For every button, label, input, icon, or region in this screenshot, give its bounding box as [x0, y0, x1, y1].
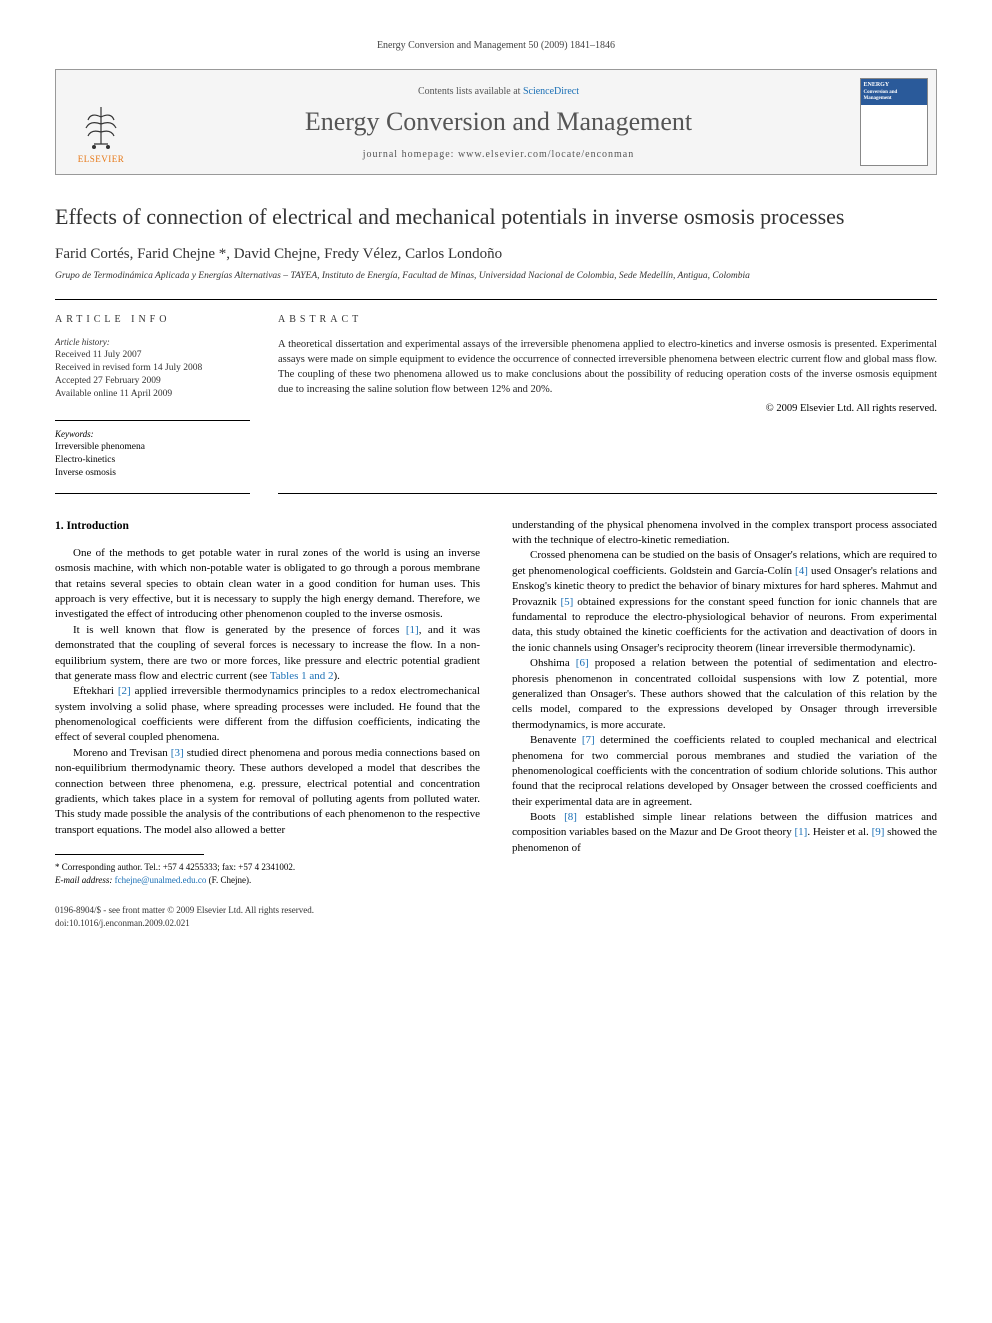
- footnote-rule: [55, 854, 204, 855]
- history-item: Accepted 27 February 2009: [55, 375, 250, 388]
- keyword: Inverse osmosis: [55, 467, 250, 480]
- text-run: Moreno and Trevisan: [73, 747, 171, 759]
- body-para: Benavente [7] determined the coefficient…: [512, 733, 937, 810]
- body-para: Moreno and Trevisan [3] studied direct p…: [55, 746, 480, 838]
- article-info-block: ARTICLE INFO Article history: Received 1…: [55, 314, 250, 494]
- text-run: . Heister et al.: [807, 826, 871, 838]
- cover-thumb-block: ENERGY Conversion and Management: [851, 70, 936, 174]
- history-item: Received 11 July 2007: [55, 349, 250, 362]
- intro-title: 1. Introduction: [55, 518, 480, 534]
- body-para: Ohshima [6] proposed a relation between …: [512, 656, 937, 733]
- body-para: Eftekhari [2] applied irreversible therm…: [55, 684, 480, 746]
- body-para: One of the methods to get potable water …: [55, 546, 480, 623]
- journal-homepage: journal homepage: www.elsevier.com/locat…: [156, 149, 841, 160]
- cover-title: ENERGY Conversion and Management: [861, 79, 927, 105]
- ref-link[interactable]: [5]: [561, 596, 574, 608]
- ref-link[interactable]: [6]: [576, 657, 589, 669]
- contents-prefix: Contents lists available at: [418, 86, 523, 97]
- journal-header-box: ELSEVIER Contents lists available at Sci…: [55, 69, 937, 175]
- publisher-logo-block: ELSEVIER: [56, 70, 146, 174]
- ref-link[interactable]: [2]: [118, 685, 131, 697]
- copyright-line: © 2009 Elsevier Ltd. All rights reserved…: [278, 403, 937, 414]
- column-left: 1. Introduction One of the methods to ge…: [55, 518, 480, 887]
- text-run: studied direct phenomena and porous medi…: [55, 747, 480, 836]
- ref-link[interactable]: [8]: [564, 811, 577, 823]
- abstract-text: A theoretical dissertation and experimen…: [278, 337, 937, 398]
- text-run: ).: [334, 670, 340, 682]
- journal-title: Energy Conversion and Management: [156, 107, 841, 137]
- header-center: Contents lists available at ScienceDirec…: [146, 70, 851, 174]
- email-suffix: (F. Chejne).: [209, 875, 252, 885]
- elsevier-tree-icon: [76, 102, 126, 152]
- ref-link[interactable]: [1]: [406, 624, 419, 636]
- ref-link[interactable]: [4]: [795, 565, 808, 577]
- text-run: Eftekhari: [73, 685, 118, 697]
- history-label: Article history:: [55, 337, 250, 347]
- ref-link[interactable]: [3]: [171, 747, 184, 759]
- cover-body: [861, 105, 927, 165]
- body-para: It is well known that flow is generated …: [55, 623, 480, 685]
- text-run: Benavente: [530, 734, 582, 746]
- keyword: Irreversible phenomena: [55, 441, 250, 454]
- text-run: Ohshima: [530, 657, 576, 669]
- email-label: E-mail address:: [55, 875, 112, 885]
- keywords-label: Keywords:: [55, 429, 250, 439]
- ref-link[interactable]: Tables 1 and 2: [270, 670, 334, 682]
- front-matter-line: 0196-8904/$ - see front matter © 2009 El…: [55, 904, 937, 917]
- keywords-block: Keywords: Irreversible phenomena Electro…: [55, 420, 250, 481]
- corresponding-email-line: E-mail address: fchejne@unalmed.edu.co (…: [55, 874, 480, 887]
- abstract-block: ABSTRACT A theoretical dissertation and …: [278, 314, 937, 494]
- article-info-head: ARTICLE INFO: [55, 314, 250, 325]
- affiliation: Grupo de Termodinámica Aplicada y Energí…: [55, 271, 937, 281]
- corresponding-author: * Corresponding author. Tel.: +57 4 4255…: [55, 861, 480, 886]
- email-link[interactable]: fchejne@unalmed.edu.co: [112, 875, 208, 885]
- abstract-head: ABSTRACT: [278, 314, 937, 325]
- keyword: Electro-kinetics: [55, 454, 250, 467]
- body-columns: 1. Introduction One of the methods to ge…: [55, 518, 937, 887]
- running-head: Energy Conversion and Management 50 (200…: [55, 40, 937, 51]
- homepage-prefix: journal homepage:: [363, 149, 458, 160]
- text-run: obtained expressions for the constant sp…: [512, 596, 937, 654]
- text-run: Boots: [530, 811, 564, 823]
- article-title: Effects of connection of electrical and …: [55, 203, 937, 232]
- article-meta-row: ARTICLE INFO Article history: Received 1…: [55, 299, 937, 494]
- corresponding-line: * Corresponding author. Tel.: +57 4 4255…: [55, 861, 480, 874]
- bottom-matter: 0196-8904/$ - see front matter © 2009 El…: [55, 904, 937, 929]
- ref-link[interactable]: [7]: [582, 734, 595, 746]
- ref-link[interactable]: [9]: [872, 826, 885, 838]
- text-run: It is well known that flow is generated …: [73, 624, 406, 636]
- body-para: understanding of the physical phenomena …: [512, 518, 937, 549]
- cover-thumbnail: ENERGY Conversion and Management: [860, 78, 928, 166]
- sciencedirect-link[interactable]: ScienceDirect: [523, 86, 579, 97]
- history-item: Available online 11 April 2009: [55, 388, 250, 401]
- column-right: understanding of the physical phenomena …: [512, 518, 937, 887]
- ref-link[interactable]: [1]: [795, 826, 808, 838]
- authors: Farid Cortés, Farid Chejne *, David Chej…: [55, 246, 937, 263]
- history-item: Received in revised form 14 July 2008: [55, 362, 250, 375]
- elsevier-label: ELSEVIER: [78, 154, 125, 164]
- homepage-url: www.elsevier.com/locate/enconman: [458, 149, 634, 160]
- body-para: Boots [8] established simple linear rela…: [512, 810, 937, 856]
- doi-line: doi:10.1016/j.enconman.2009.02.021: [55, 917, 937, 930]
- body-para: Crossed phenomena can be studied on the …: [512, 548, 937, 656]
- contents-line: Contents lists available at ScienceDirec…: [156, 86, 841, 97]
